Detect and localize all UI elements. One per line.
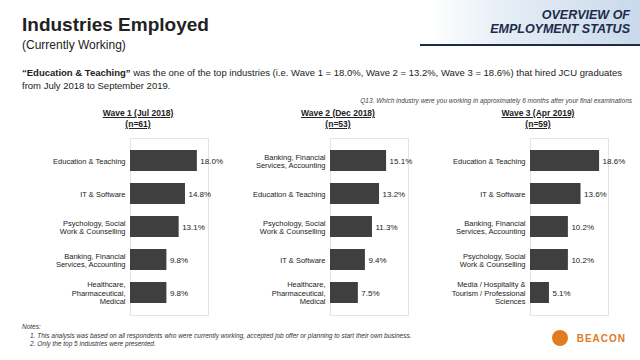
svg-text:Banking, FinancialServices, Ac: Banking, FinancialServices, Accounting [256, 153, 326, 170]
svg-text:Education & Teaching: Education & Teaching [453, 157, 525, 166]
svg-text:Healthcare,Pharmaceutical,Medi: Healthcare,Pharmaceutical,Medical [272, 280, 326, 306]
svg-text:18.6%: 18.6% [603, 157, 626, 166]
html-text:Wave 1 (Jul 2018): Wave 1 (Jul 2018) [102, 108, 174, 118]
svg-text:Media / Hospitality &Tourism /: Media / Hospitality &Tourism / Professio… [452, 280, 526, 306]
html-text:Industries Employed: Industries Employed [22, 14, 209, 35]
html-text:(n=59): (n=59) [525, 119, 551, 129]
html-text:1. This analysis was based on: 1. This analysis was based on all respon… [30, 331, 412, 339]
svg-text:9.8%: 9.8% [170, 256, 188, 265]
svg-text:IT & Software: IT & Software [280, 256, 325, 265]
svg-text:Psychology, SocialWork & Couns: Psychology, SocialWork & Counselling [60, 219, 126, 236]
svg-text:Psychology, SocialWork & Couns: Psychology, SocialWork & Counselling [260, 219, 326, 236]
svg-text:Education & Teaching: Education & Teaching [53, 157, 125, 166]
svg-text:15.1%: 15.1% [390, 157, 413, 166]
svg-text:5.1%: 5.1% [552, 289, 570, 298]
svg-text:18.0%: 18.0% [200, 157, 223, 166]
svg-text:13.2%: 13.2% [383, 190, 406, 199]
html-text:Wave 2 (Dec 2018): Wave 2 (Dec 2018) [301, 108, 375, 118]
svg-text:10.2%: 10.2% [571, 223, 594, 232]
svg-text:IT & Software: IT & Software [80, 190, 125, 199]
svg-text:10.2%: 10.2% [571, 256, 594, 265]
html-text:Notes:: Notes: [22, 323, 41, 330]
svg-text:9.4%: 9.4% [368, 256, 386, 265]
html-text:“Education & Teaching” was the: “Education & Teaching” was the one of th… [22, 67, 622, 91]
svg-text:14.8%: 14.8% [188, 190, 211, 199]
html-text:OVERVIEW OF: OVERVIEW OF [541, 8, 630, 22]
svg-text:Banking, FinancialServices, Ac: Banking, FinancialServices, Accounting [456, 219, 526, 236]
svg-text:7.5%: 7.5% [361, 289, 379, 298]
svg-text:Education & Teaching: Education & Teaching [253, 190, 325, 199]
html-text:BEACON: BEACON [576, 333, 626, 344]
svg-text:13.1%: 13.1% [182, 223, 205, 232]
html-text:(n=53): (n=53) [325, 119, 351, 129]
html-text:Wave 3 (Apr 2019): Wave 3 (Apr 2019) [501, 108, 575, 118]
html-text:2. Only the top 5 industries w: 2. Only the top 5 industries were presen… [30, 340, 156, 347]
svg-text:Psychology, SocialWork & Couns: Psychology, SocialWork & Counselling [460, 252, 526, 269]
svg-text:9.8%: 9.8% [170, 289, 188, 298]
html-text:EMPLOYMENT STATUS: EMPLOYMENT STATUS [490, 22, 630, 36]
html-text:(Currently Working): (Currently Working) [22, 38, 126, 52]
svg-text:13.6%: 13.6% [584, 190, 607, 199]
html-text:Q13. Which industry were you w: Q13. Which industry were you working in … [360, 97, 632, 104]
svg-text:11.3%: 11.3% [375, 223, 397, 232]
svg-text:Healthcare,Pharmaceutical,Medi: Healthcare,Pharmaceutical,Medical [72, 280, 126, 306]
svg-text:Banking, FinancialServices, Ac: Banking, FinancialServices, Accounting [56, 252, 126, 269]
html-text:(n=61): (n=61) [125, 119, 151, 129]
svg-text:IT & Software: IT & Software [480, 190, 525, 199]
